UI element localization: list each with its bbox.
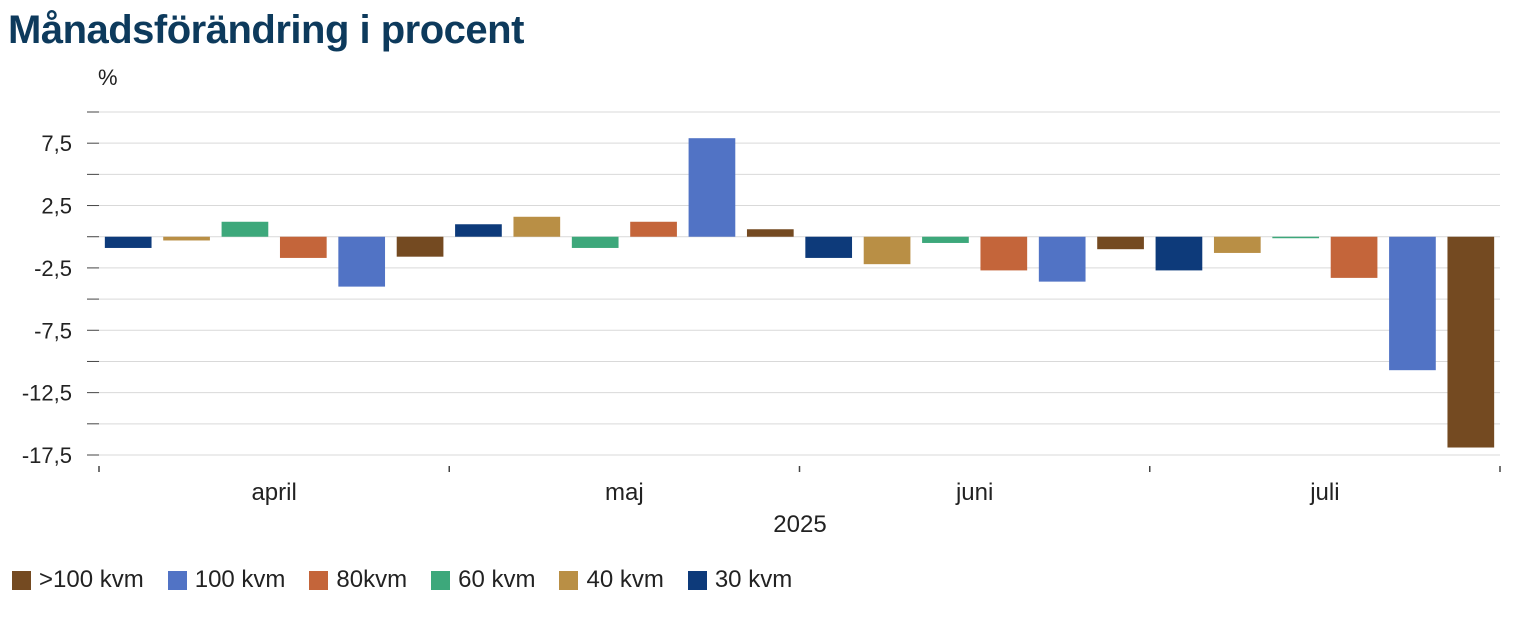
- x-category-label: juli: [1309, 479, 1339, 506]
- bar: [396, 236, 444, 257]
- bars: [104, 138, 1495, 448]
- legend-label: >100 kvm: [39, 566, 144, 593]
- x-axis: april maj juni juli: [98, 466, 1501, 506]
- bar: [630, 221, 677, 237]
- x-category-label: april: [251, 479, 296, 506]
- bar: [163, 236, 210, 241]
- legend-item: 80kvm: [309, 566, 407, 594]
- legend-item: >100 kvm: [12, 566, 144, 594]
- bar: [805, 236, 853, 258]
- bar: [513, 216, 561, 237]
- y-tick-label: -17,5: [22, 443, 72, 468]
- bar: [980, 236, 1028, 271]
- bar: [1155, 236, 1203, 271]
- bar: [1038, 236, 1086, 282]
- bar: [746, 229, 794, 237]
- y-tick-label: 2,5: [41, 194, 72, 219]
- bar-chart: % 7,5 2,5 -2,5 -7,5 -12,5 -17,5 april maj juni j…: [22, 65, 1501, 538]
- y-axis-unit-label: %: [98, 65, 118, 90]
- bar: [922, 236, 969, 243]
- bar: [1389, 236, 1436, 371]
- legend-label: 100 kvm: [194, 566, 286, 593]
- bar: [104, 236, 152, 248]
- x-category-label: juni: [955, 479, 993, 506]
- bar: [863, 236, 911, 265]
- y-tick-label: 7,5: [41, 131, 72, 156]
- legend-swatch: [309, 570, 329, 590]
- bar: [279, 236, 327, 258]
- y-tick-label: -12,5: [22, 381, 72, 406]
- bar: [221, 221, 269, 237]
- legend-label: 80kvm: [336, 566, 408, 593]
- grid-lines: [99, 111, 1500, 456]
- bar: [1097, 236, 1144, 250]
- legend-swatch: [167, 570, 187, 590]
- legend-item: 30 kvm: [687, 566, 793, 594]
- chart-title: Månadsförändring i procent: [8, 8, 524, 52]
- bar: [1330, 236, 1378, 278]
- bar: [571, 236, 619, 248]
- legend-label: 60 kvm: [458, 566, 536, 593]
- legend-swatch: [431, 570, 451, 590]
- y-tick-label: -7,5: [34, 318, 72, 343]
- legend-swatch: [687, 570, 707, 590]
- y-tick-label: -2,5: [34, 256, 72, 281]
- legend-item: 60 kvm: [431, 566, 535, 594]
- legend-label: 30 kvm: [714, 566, 793, 593]
- bar: [1272, 236, 1320, 239]
- legend-item: 100 kvm: [167, 566, 286, 594]
- legend-swatch: [559, 570, 579, 590]
- legend-swatch: [12, 570, 31, 590]
- chart-legend: >100 kvm 100 kvm 80kvm 60 kvm 40 kvm 30 kvm: [12, 566, 816, 594]
- bar: [688, 138, 736, 237]
- x-axis-year-label: 2025: [773, 511, 826, 538]
- bar: [1447, 236, 1495, 448]
- bar: [1213, 236, 1261, 253]
- y-axis-ticks: 7,5 2,5 -2,5 -7,5 -12,5 -17,5: [22, 111, 99, 468]
- bar: [455, 224, 502, 237]
- legend-label: 40 kvm: [586, 566, 664, 593]
- bar: [338, 236, 386, 287]
- legend-item: 40 kvm: [559, 566, 664, 594]
- x-category-label: maj: [605, 479, 644, 506]
